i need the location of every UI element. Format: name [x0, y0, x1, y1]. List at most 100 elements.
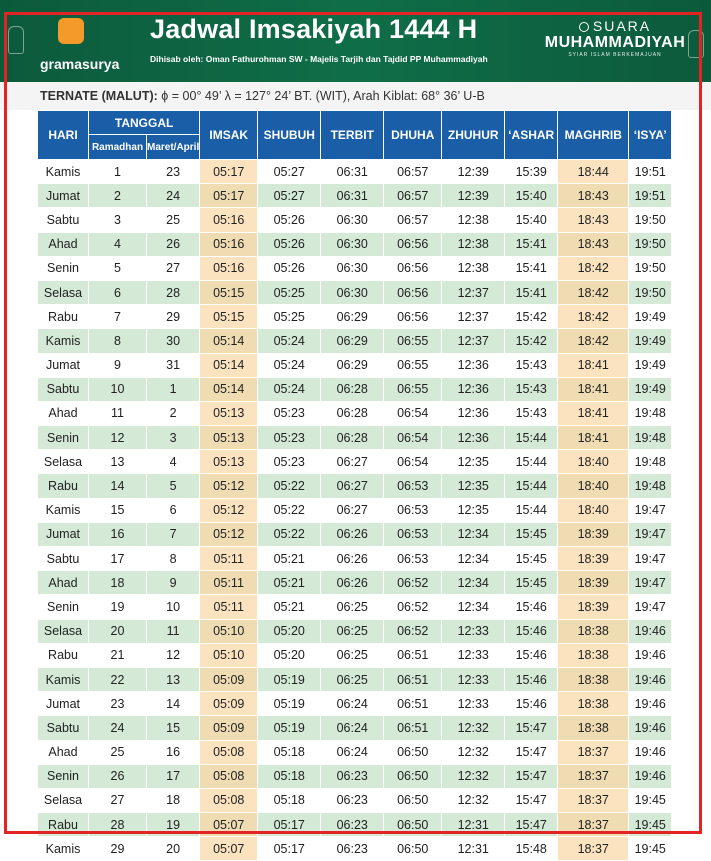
dhuha-time-cell: 06:53 — [383, 497, 443, 523]
ashar-time-cell: 15:44 — [504, 473, 559, 499]
dhuha-time-cell: 06:50 — [383, 787, 443, 814]
isya-time-cell: 19:47 — [628, 521, 673, 548]
ramadhan-date-cell: 12 — [88, 425, 147, 451]
day-cell: Selasa — [37, 787, 89, 814]
day-cell: Ahad — [37, 400, 89, 427]
table-row: Jumat 9 31 05:14 05:24 06:29 06:55 12:36 15:43 18… — [37, 352, 673, 378]
shubuh-time-cell: 05:25 — [257, 304, 322, 330]
zhuhur-time-cell: 12:36 — [441, 400, 506, 427]
header-ashar: ‘ASHAR — [504, 110, 559, 160]
gregorian-date-cell: 3 — [145, 425, 201, 451]
maghrib-time-cell: 18:42 — [557, 279, 630, 306]
table-row: Ahad 25 16 05:08 05:18 06:24 06:50 12:32 15:47 18… — [37, 739, 673, 765]
shubuh-time-cell: 05:23 — [257, 425, 322, 451]
location-name: TERNATE (MALUT): — [40, 89, 158, 103]
maghrib-time-cell: 18:39 — [557, 594, 630, 620]
zhuhur-time-cell: 12:34 — [441, 521, 506, 548]
shubuh-time-cell: 05:18 — [257, 763, 322, 789]
zhuhur-time-cell: 12:33 — [441, 691, 506, 717]
gregorian-date-cell: 13 — [145, 666, 201, 693]
maghrib-time-cell: 18:37 — [557, 787, 630, 814]
dhuha-time-cell: 06:54 — [383, 449, 443, 475]
day-cell: Senin — [37, 594, 89, 620]
day-cell: Sabtu — [37, 376, 89, 402]
shubuh-time-cell: 05:26 — [257, 231, 322, 257]
zhuhur-time-cell: 12:32 — [441, 715, 506, 741]
zhuhur-time-cell: 12:31 — [441, 836, 506, 861]
ramadhan-date-cell: 13 — [88, 449, 147, 475]
maghrib-time-cell: 18:41 — [557, 352, 630, 378]
isya-time-cell: 19:49 — [628, 328, 673, 354]
table-row: Rabu 7 29 05:15 05:25 06:29 06:56 12:37 15:42 18:… — [37, 304, 673, 330]
terbit-time-cell: 06:27 — [320, 449, 385, 475]
maghrib-time-cell: 18:43 — [557, 207, 630, 233]
imsak-time-cell: 05:14 — [199, 352, 259, 378]
day-cell: Sabtu — [37, 545, 89, 572]
ashar-time-cell: 15:46 — [504, 594, 559, 620]
imsak-time-cell: 05:10 — [199, 642, 259, 668]
isya-time-cell: 19:46 — [628, 618, 673, 644]
ramadhan-date-cell: 22 — [88, 666, 147, 693]
header-banner: gramasurya Jadwal Imsakiyah 1444 H Dihis… — [0, 0, 711, 82]
gregorian-date-cell: 23 — [145, 158, 201, 185]
publisher-line2: MUHAMMADIYAH — [544, 34, 686, 51]
imsak-time-cell: 05:08 — [199, 787, 259, 814]
table-row: Jumat 2 24 05:17 05:27 06:31 06:57 12:39 15:40 18… — [37, 183, 673, 209]
table-row: Kamis 1 23 05:17 05:27 06:31 06:57 12:39 15:39 18… — [37, 158, 673, 185]
dhuha-time-cell: 06:51 — [383, 715, 443, 741]
ramadhan-date-cell: 3 — [88, 207, 147, 233]
ramadhan-date-cell: 26 — [88, 763, 147, 789]
location-bar: TERNATE (MALUT): ϕ = 00° 49’ λ = 127° 24… — [0, 82, 711, 110]
shubuh-time-cell: 05:18 — [257, 787, 322, 814]
zhuhur-time-cell: 12:34 — [441, 545, 506, 572]
terbit-time-cell: 06:31 — [320, 158, 385, 185]
ramadhan-date-cell: 7 — [88, 304, 147, 330]
table-row: Jumat 23 14 05:09 05:19 06:24 06:51 12:33 15:46 1… — [37, 691, 673, 717]
shubuh-time-cell: 05:26 — [257, 207, 322, 233]
shubuh-time-cell: 05:19 — [257, 666, 322, 693]
day-cell: Kamis — [37, 328, 89, 354]
ashar-time-cell: 15:46 — [504, 642, 559, 668]
maghrib-time-cell: 18:41 — [557, 400, 630, 427]
isya-time-cell: 19:45 — [628, 787, 673, 814]
maghrib-time-cell: 18:37 — [557, 836, 630, 861]
shubuh-time-cell: 05:26 — [257, 255, 322, 281]
gregorian-date-cell: 12 — [145, 642, 201, 668]
imsak-time-cell: 05:14 — [199, 376, 259, 402]
imsakiyah-table: HARI TANGGAL IMSAK SHUBUH TERBIT DHUHA Z… — [37, 110, 673, 861]
terbit-time-cell: 06:23 — [320, 836, 385, 861]
imsak-time-cell: 05:15 — [199, 304, 259, 330]
imsak-time-cell: 05:09 — [199, 691, 259, 717]
page-subtitle: Dihisab oleh: Oman Fathurohman SW - Maje… — [150, 54, 488, 64]
dhuha-time-cell: 06:54 — [383, 400, 443, 427]
gregorian-date-cell: 25 — [145, 207, 201, 233]
shubuh-time-cell: 05:22 — [257, 521, 322, 548]
ramadhan-date-cell: 1 — [88, 158, 147, 185]
table-row: Sabtu 10 1 05:14 05:24 06:28 06:55 12:36 15:43 18… — [37, 376, 673, 402]
table-row: Senin 19 10 05:11 05:21 06:25 06:52 12:34 15:46 1… — [37, 594, 673, 620]
ashar-time-cell: 15:41 — [504, 279, 559, 306]
maghrib-time-cell: 18:43 — [557, 231, 630, 257]
isya-time-cell: 19:45 — [628, 836, 673, 861]
shubuh-time-cell: 05:22 — [257, 473, 322, 499]
terbit-time-cell: 06:25 — [320, 594, 385, 620]
day-cell: Sabtu — [37, 207, 89, 233]
table-row: Jumat 16 7 05:12 05:22 06:26 06:53 12:34 15:45 18… — [37, 521, 673, 548]
isya-time-cell: 19:46 — [628, 763, 673, 789]
gregorian-date-cell: 19 — [145, 812, 201, 838]
day-cell: Rabu — [37, 473, 89, 499]
zhuhur-time-cell: 12:36 — [441, 425, 506, 451]
table-row: Rabu 28 19 05:07 05:17 06:23 06:50 12:31 15:47 18… — [37, 812, 673, 838]
day-cell: Rabu — [37, 304, 89, 330]
ashar-time-cell: 15:46 — [504, 691, 559, 717]
shubuh-time-cell: 05:24 — [257, 328, 322, 354]
shubuh-time-cell: 05:19 — [257, 691, 322, 717]
day-cell: Selasa — [37, 279, 89, 306]
table-row: Selasa 27 18 05:08 05:18 06:23 06:50 12:32 15:47… — [37, 787, 673, 814]
terbit-time-cell: 06:24 — [320, 691, 385, 717]
gregorian-date-cell: 16 — [145, 739, 201, 765]
gregorian-date-cell: 18 — [145, 787, 201, 814]
ramadhan-date-cell: 15 — [88, 497, 147, 523]
dhuha-time-cell: 06:55 — [383, 376, 443, 402]
publisher-logo: SUARA MUHAMMADIYAH SYIAR ISLAM BERKEMAJU… — [540, 18, 690, 58]
